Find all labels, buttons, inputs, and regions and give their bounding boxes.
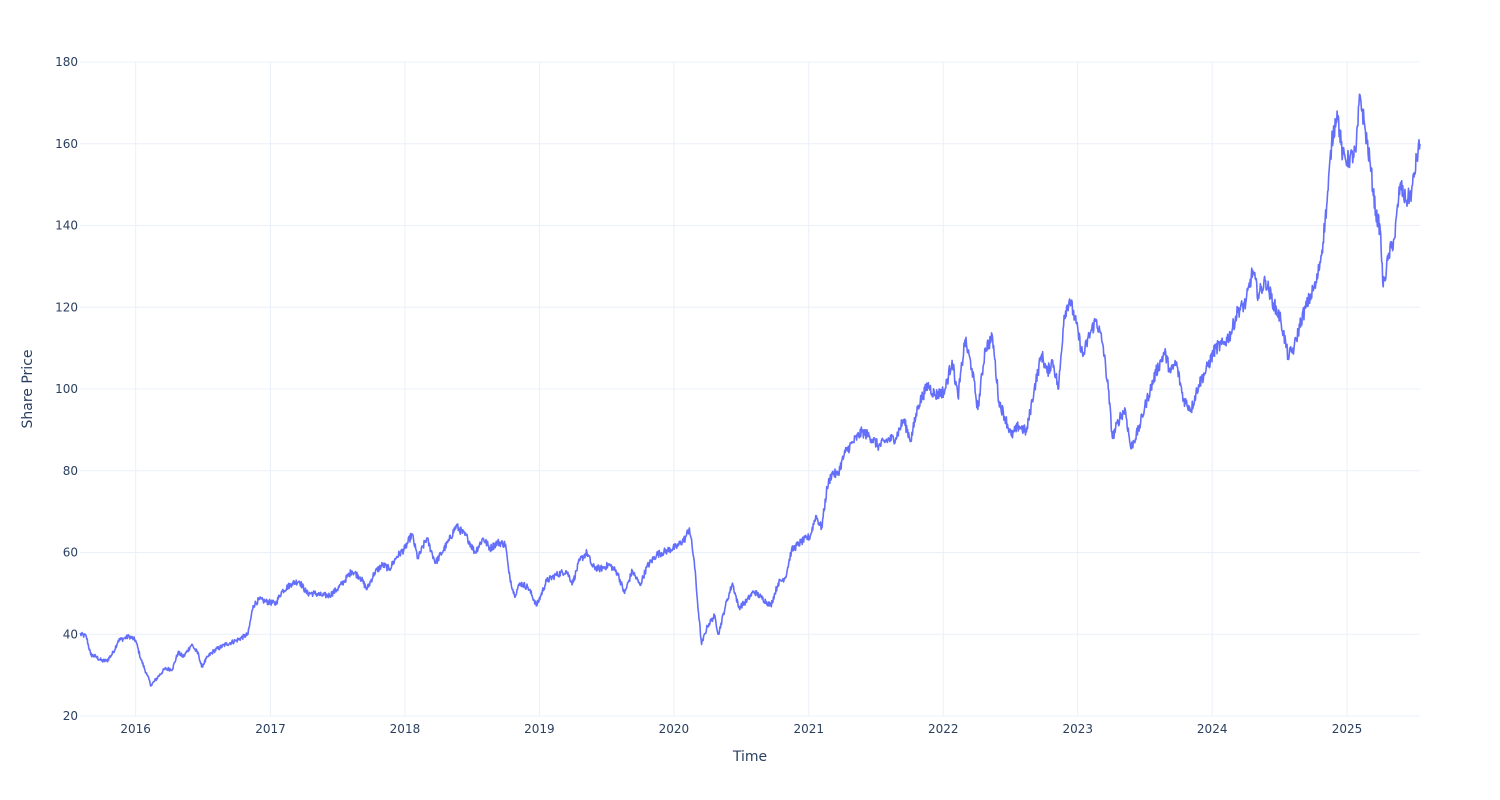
series-layer	[79, 93, 1421, 687]
grid	[80, 61, 1420, 717]
x-tick-label: 2017	[255, 722, 286, 736]
share-price-series-line	[79, 93, 1421, 687]
x-tick-label: 2016	[120, 722, 151, 736]
x-tick-label: 2025	[1332, 722, 1363, 736]
x-tick-label: 2018	[390, 722, 421, 736]
x-tick-label: 2024	[1197, 722, 1228, 736]
y-tick-label: 20	[63, 709, 78, 723]
x-tick-label: 2022	[928, 722, 959, 736]
y-tick-label: 120	[55, 300, 78, 314]
x-tick-label: 2020	[659, 722, 690, 736]
y-tick-label: 40	[63, 627, 78, 641]
x-tick-label: 2023	[1062, 722, 1093, 736]
x-tick-label: 2021	[793, 722, 824, 736]
y-tick-label: 140	[55, 219, 78, 233]
x-tick-label: 2019	[524, 722, 555, 736]
y-tick-label: 80	[63, 464, 78, 478]
y-tick-label: 100	[55, 382, 78, 396]
y-tick-label: 60	[63, 546, 78, 560]
y-axis-ticks: 20 40 60 80 100 120 140 160 180	[55, 55, 78, 723]
y-tick-label: 180	[55, 55, 78, 69]
y-tick-label: 160	[55, 137, 78, 151]
y-axis-title: Share Price	[20, 349, 36, 428]
x-axis-ticks: 2016 2017 2018 2019 2020 2021 2022 2023 2024 2025	[120, 722, 1362, 736]
x-axis-title: Time	[732, 749, 767, 765]
